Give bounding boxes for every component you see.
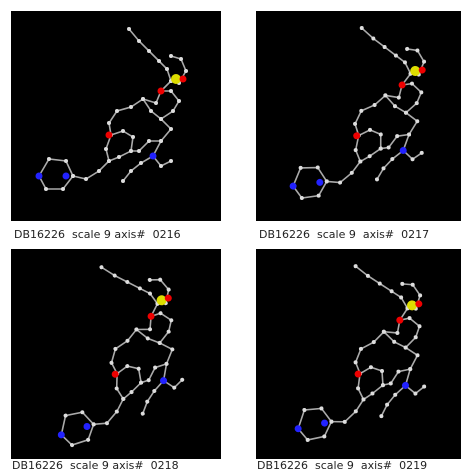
atom (180, 76, 187, 83)
atom (44, 187, 48, 191)
panel (256, 249, 461, 459)
atom (158, 88, 165, 95)
page: DB16226 scale 9 axis# 0216 DB16226 scale… (0, 0, 462, 472)
atom (147, 139, 151, 143)
atom (184, 69, 188, 73)
atom (129, 105, 133, 109)
atom (121, 129, 125, 133)
atom (154, 101, 158, 105)
atom (129, 169, 133, 173)
atom (165, 67, 169, 71)
atom (47, 157, 51, 161)
atom (141, 97, 145, 101)
atom (157, 59, 161, 63)
atom (121, 179, 125, 183)
caption: DB16226 scale 9 axis# 0218 (12, 459, 179, 472)
atom (177, 99, 181, 103)
panel (256, 11, 461, 221)
panel (11, 247, 221, 459)
atom (159, 139, 163, 143)
atom (169, 54, 173, 58)
atom (150, 153, 157, 160)
atom (104, 147, 108, 151)
atom (84, 177, 88, 181)
atom (179, 57, 183, 61)
atom (169, 159, 173, 163)
atom (107, 121, 111, 125)
atom (107, 159, 111, 163)
atom (131, 135, 135, 139)
atom (137, 39, 141, 43)
panel (11, 11, 221, 221)
atom (169, 89, 173, 93)
viewer (11, 249, 221, 459)
atom (97, 169, 101, 173)
atom (137, 149, 141, 153)
atom (169, 127, 173, 131)
atom (139, 161, 143, 165)
atom (115, 109, 119, 113)
atom (159, 164, 163, 168)
atom (117, 155, 121, 159)
atom (61, 187, 65, 191)
atom (129, 149, 133, 153)
atom (147, 49, 151, 53)
atom (127, 27, 131, 31)
atom (171, 109, 175, 113)
viewer (11, 11, 221, 221)
caption: DB16226 scale 9 axis# 0217 (259, 228, 429, 241)
atom (63, 173, 70, 180)
atom (106, 132, 113, 139)
atom (36, 173, 43, 180)
atom (71, 174, 75, 178)
atom (159, 117, 163, 121)
atom (149, 109, 153, 113)
caption: DB16226 scale 9 axis# 0216 (14, 228, 181, 241)
caption: DB16226 scale 9 axis# 0219 (257, 459, 427, 472)
atom (64, 159, 68, 163)
